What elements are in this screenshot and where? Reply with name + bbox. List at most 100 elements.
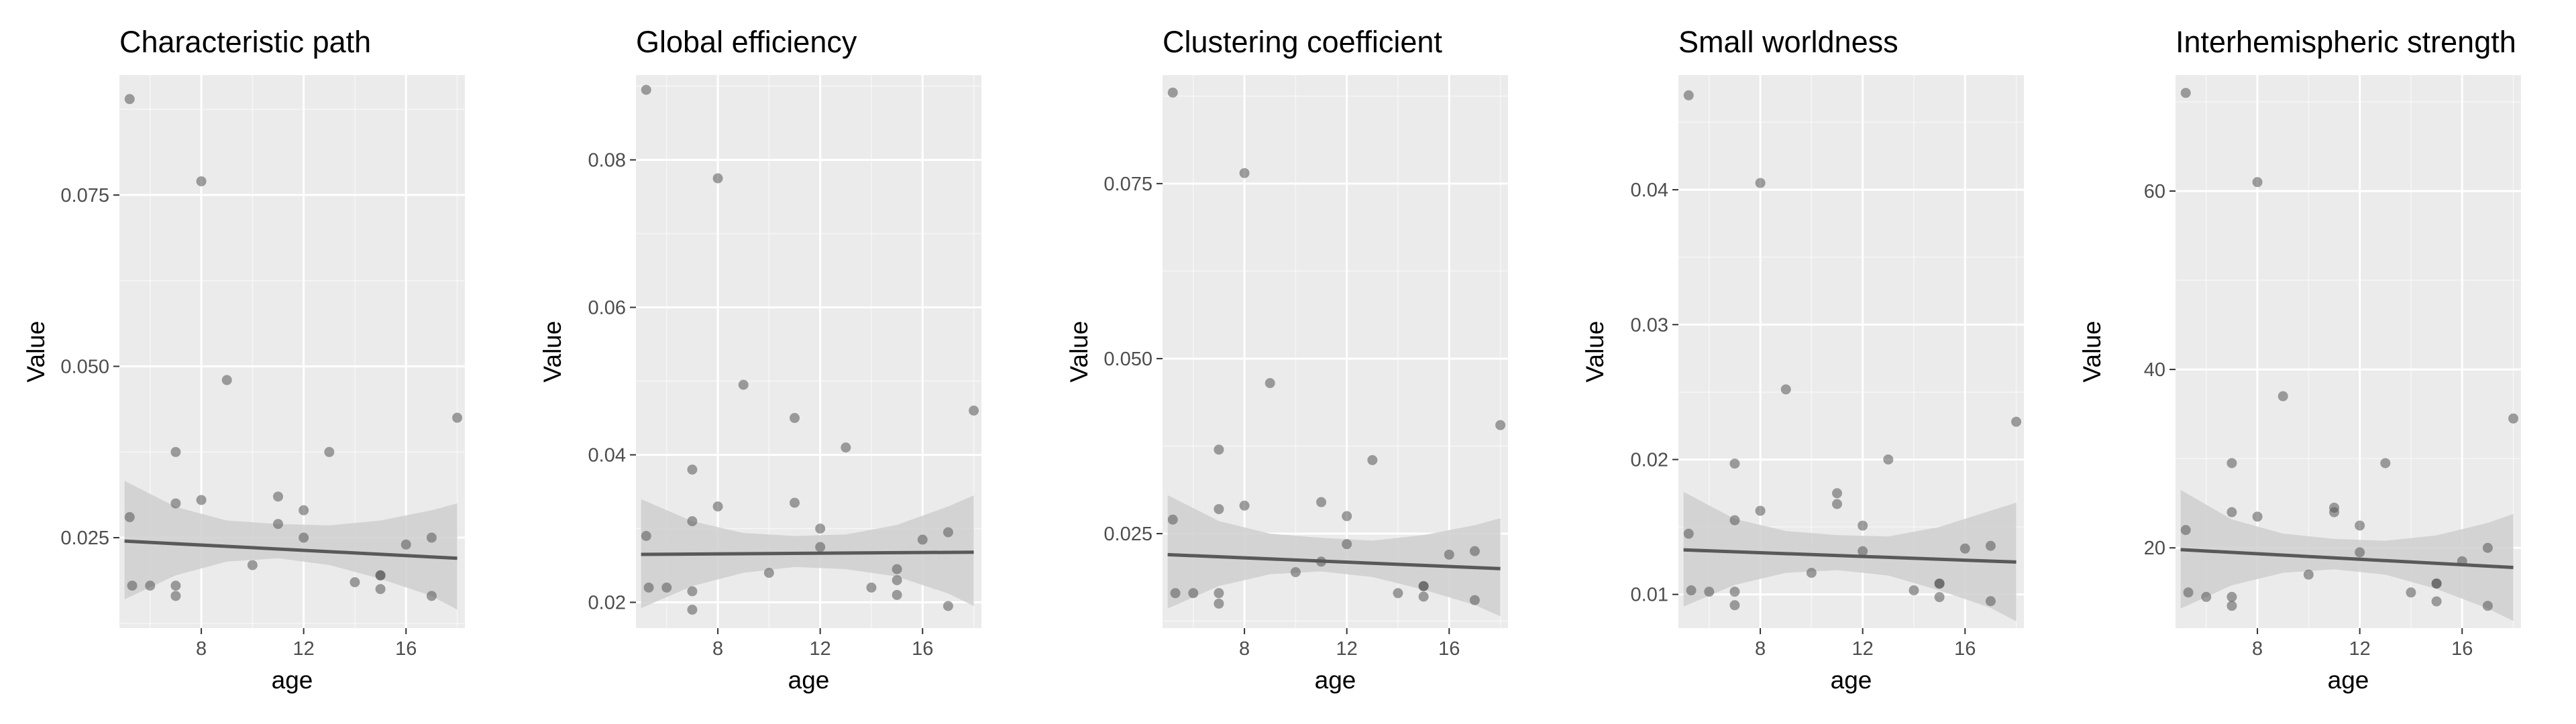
data-point (841, 442, 851, 452)
data-point (1985, 596, 1996, 607)
data-point (2355, 547, 2365, 558)
data-point (1469, 546, 1480, 556)
data-point (247, 560, 258, 570)
data-point (643, 583, 654, 593)
chart-panel: 8 12 16 0.025 0.050 0.075 Clustering coefficie… (1065, 25, 1508, 694)
data-point (2180, 88, 2191, 99)
data-point (1418, 581, 1429, 591)
data-point (892, 575, 902, 585)
x-tick-label: 12 (2349, 638, 2371, 660)
data-point (299, 505, 309, 516)
chart-title: Small worldness (1678, 25, 1898, 59)
data-point (790, 413, 800, 423)
regression-line (124, 539, 458, 560)
data-point (1909, 585, 1919, 596)
data-point (2431, 596, 2442, 607)
data-point (2431, 578, 2442, 589)
data-point (1393, 588, 1403, 599)
data-point (426, 532, 437, 543)
data-point (2226, 591, 2237, 602)
data-point (273, 519, 284, 530)
data-point (1729, 459, 1740, 469)
data-point (1170, 588, 1181, 599)
data-point (1729, 515, 1740, 526)
data-point (170, 591, 181, 601)
y-tick-label: 0.025 (1104, 524, 1152, 545)
data-point (1367, 455, 1378, 465)
confidence-ribbon (1167, 495, 1501, 617)
data-point (2226, 601, 2237, 611)
y-tick-label: 20 (2144, 538, 2165, 559)
x-tick-label: 12 (1336, 638, 1358, 660)
data-point (1316, 556, 1327, 567)
chart-title: Clustering coefficient (1163, 25, 1442, 59)
chart-panel: 8 12 16 20 40 60 Interhemispheric strength age V… (2078, 25, 2521, 694)
data-point (2457, 556, 2467, 566)
data-point (2201, 591, 2212, 602)
data-point (127, 581, 138, 591)
data-point (1729, 600, 1740, 611)
data-point (2508, 413, 2519, 424)
regression-line (2180, 548, 2514, 570)
data-point (1883, 454, 1894, 465)
x-tick-label: 16 (2451, 638, 2473, 660)
data-point (221, 375, 232, 385)
x-axis-label: age (1831, 666, 1872, 694)
data-point (170, 498, 181, 509)
x-axis-label: age (2328, 666, 2369, 694)
x-tick-label: 16 (395, 638, 417, 660)
chart-title: Interhemispheric strength (2176, 25, 2516, 59)
x-tick-label: 16 (1438, 638, 1460, 660)
data-point (426, 591, 437, 601)
data-point (1469, 595, 1480, 605)
x-tick-label: 8 (196, 638, 207, 660)
data-point (1342, 539, 1352, 550)
data-point (400, 539, 411, 550)
data-point (1495, 420, 1506, 430)
data-point (815, 524, 826, 534)
x-axis-label: age (1315, 666, 1356, 694)
data-point (1342, 511, 1352, 522)
data-point (1418, 591, 1429, 602)
data-point (350, 577, 360, 588)
data-point (2303, 569, 2314, 580)
x-axis-label: age (272, 666, 313, 694)
data-point (2252, 511, 2263, 522)
data-point (1729, 587, 1740, 597)
data-point (2406, 587, 2416, 598)
data-point (1444, 549, 1454, 560)
confidence-ribbon (124, 481, 458, 610)
data-point (2252, 177, 2263, 188)
y-tick-label: 60 (2144, 181, 2165, 202)
data-point (1167, 87, 1178, 98)
x-tick-label: 12 (293, 638, 315, 660)
data-point (866, 583, 877, 593)
data-point (892, 564, 902, 575)
data-point (1265, 377, 1275, 388)
y-tick-label: 0.04 (588, 445, 626, 467)
data-point (2226, 458, 2237, 469)
data-point (1188, 588, 1199, 599)
data-point (2482, 601, 2493, 611)
x-tick-label: 8 (1239, 638, 1250, 660)
x-tick-label: 12 (1852, 638, 1874, 660)
x-tick-label: 16 (1954, 638, 1976, 660)
data-point (2226, 507, 2237, 518)
data-point (687, 465, 698, 475)
data-point (687, 586, 698, 597)
y-axis-label: Value (1065, 321, 1093, 383)
y-tick-label: 0.025 (60, 528, 109, 549)
data-point (2482, 542, 2493, 553)
y-tick-label: 0.075 (1104, 174, 1152, 195)
y-tick-label: 0.03 (1631, 314, 1668, 336)
data-point (1934, 579, 1945, 589)
data-point (1214, 598, 1224, 609)
data-point (1683, 90, 1694, 101)
x-tick-label: 8 (1755, 638, 1766, 660)
data-point (712, 501, 723, 511)
data-point (124, 511, 135, 522)
data-point (641, 531, 651, 541)
data-point (196, 176, 207, 186)
data-point (661, 583, 672, 593)
